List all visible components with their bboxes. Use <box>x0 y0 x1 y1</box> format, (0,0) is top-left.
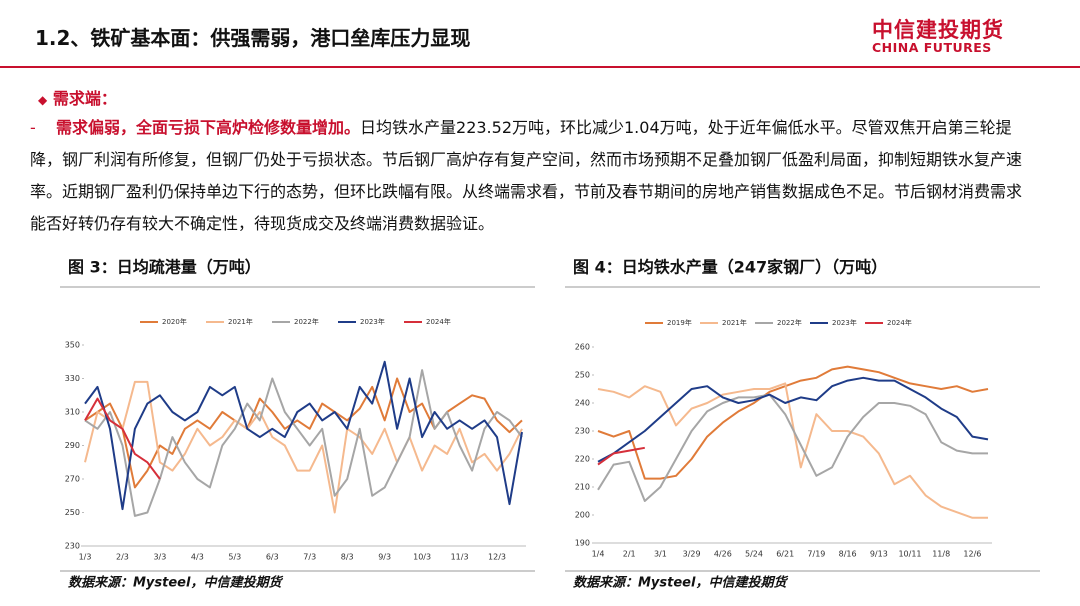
x-tick-label: 10/11 <box>898 550 921 559</box>
x-tick-label: 8/3 <box>341 553 354 562</box>
x-tick-label: 12/3 <box>488 553 506 562</box>
series-line <box>84 360 523 511</box>
series-line <box>84 380 523 514</box>
x-tick-label: 5/24 <box>745 550 763 559</box>
y-tick-label: 190 <box>575 539 590 548</box>
logo: 中信建投期货 <box>872 18 1004 42</box>
y-tick-label: 290 <box>65 441 80 450</box>
x-tick-label: 3/29 <box>683 550 701 559</box>
x-tick-label: 12/6 <box>963 550 981 559</box>
series-line <box>84 397 161 480</box>
x-tick-label: 7/19 <box>807 550 825 559</box>
x-tick-label: 1/3 <box>79 553 92 562</box>
source: 数据来源：Mysteel，中信建投期货 <box>573 575 788 591</box>
x-tick-label: 7/3 <box>303 553 316 562</box>
x-tick-label: 9/13 <box>870 550 888 559</box>
y-tick-label: 350 <box>65 341 80 350</box>
legend-label: 2020年 <box>162 317 187 326</box>
header-rule <box>0 66 1080 68</box>
legend-label: 2021年 <box>722 318 747 327</box>
section-label: ◆ 需求端： <box>38 89 117 108</box>
x-tick-label: 9/3 <box>378 553 391 562</box>
x-tick-label: 3/1 <box>654 550 667 559</box>
y-tick-label: 310 <box>65 408 80 417</box>
x-tick-label: 2/1 <box>623 550 636 559</box>
legend-label: 2023年 <box>360 317 385 326</box>
series-line <box>597 393 988 502</box>
y-tick-label: 270 <box>65 475 80 484</box>
series-line <box>84 369 523 517</box>
x-tick-label: 10/3 <box>413 553 431 562</box>
y-tick-label: 240 <box>575 399 590 408</box>
x-tick-label: 3/3 <box>153 553 166 562</box>
legend-label: 2022年 <box>294 317 319 326</box>
section-text: 需求端： <box>52 89 117 108</box>
legend-label: 2023年 <box>832 318 857 327</box>
legend-label: 2024年 <box>426 317 451 326</box>
x-tick-label: 4/3 <box>191 553 204 562</box>
x-tick-label: 11/3 <box>451 553 469 562</box>
x-tick-label: 8/16 <box>839 550 857 559</box>
series-line <box>597 382 988 519</box>
source: 数据来源：Mysteel，中信建投期货 <box>68 575 283 591</box>
x-tick-label: 1/4 <box>592 550 605 559</box>
x-tick-label: 2/3 <box>116 553 129 562</box>
y-tick-label: 230 <box>575 427 590 436</box>
series-line <box>597 365 989 480</box>
y-tick-label: 210 <box>575 483 590 492</box>
chart-title: 图 4：日均铁水产量（247家钢厂）（万吨） <box>573 258 887 277</box>
x-tick-label: 4/26 <box>714 550 732 559</box>
series-line <box>597 446 645 466</box>
x-tick-label: 11/8 <box>932 550 950 559</box>
legend-label: 2019年 <box>667 318 692 327</box>
legend-label: 2024年 <box>887 318 912 327</box>
paragraph-text: 日均铁水产量223.52万吨，环比减少1.04万吨，处于近年偏低水平。尽管双焦开… <box>30 118 1023 233</box>
y-tick-label: 250 <box>575 371 590 380</box>
legend-label: 2021年 <box>228 317 253 326</box>
slide-title: 1.2、铁矿基本面：供强需弱，港口垒库压力显现 <box>35 26 471 50</box>
y-tick-label: 220 <box>575 455 590 464</box>
y-tick-label: 260 <box>575 343 590 352</box>
y-tick-label: 330 <box>65 374 80 383</box>
legend-label: 2022年 <box>777 318 802 327</box>
paragraph: - 需求偏弱，全面亏损下高炉检修数量增加。日均铁水产量223.52万吨，环比减少1… <box>30 118 1023 233</box>
y-tick-label: 250 <box>65 508 80 517</box>
series-line <box>597 376 989 463</box>
x-tick-label: 6/3 <box>266 553 279 562</box>
logo-en: CHINA FUTURES <box>872 40 992 55</box>
x-tick-label: 6/21 <box>776 550 794 559</box>
y-tick-label: 230 <box>65 542 80 551</box>
chart-title: 图 3：日均疏港量（万吨） <box>68 258 261 277</box>
paragraph-lead: 需求偏弱，全面亏损下高炉检修数量增加。 <box>56 118 361 137</box>
y-tick-label: 200 <box>575 511 590 520</box>
x-tick-label: 5/3 <box>228 553 241 562</box>
